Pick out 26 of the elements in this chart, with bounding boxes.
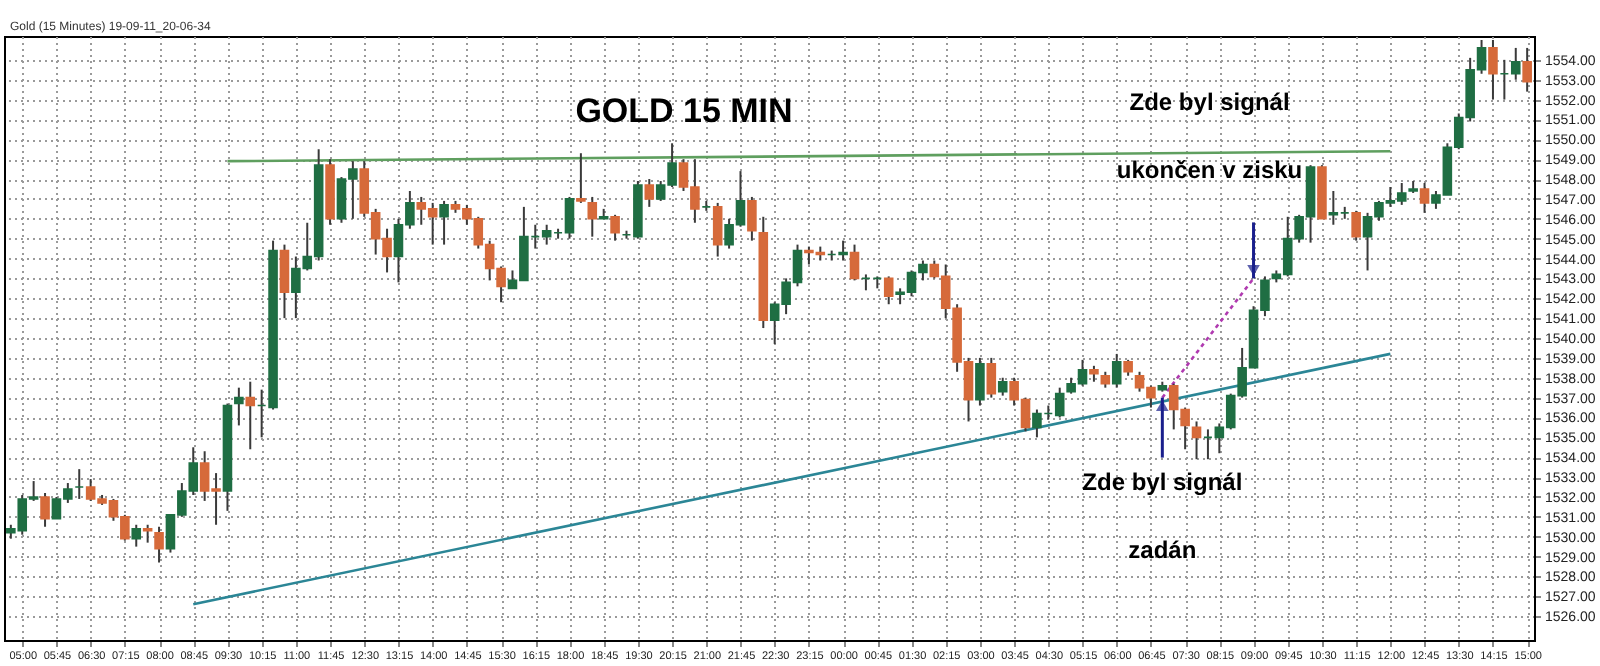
candlestick xyxy=(279,243,290,320)
candlestick xyxy=(1488,38,1498,101)
candlestick xyxy=(986,356,997,399)
candlestick xyxy=(1191,420,1202,461)
candlestick xyxy=(245,380,256,451)
candlestick xyxy=(849,243,860,282)
candlestick xyxy=(610,213,620,242)
text: GOLD 15 MIN xyxy=(575,92,793,130)
candlestick xyxy=(712,201,723,258)
candlestick xyxy=(131,523,142,548)
candlestick xyxy=(975,356,985,407)
candlestick xyxy=(40,491,50,528)
candlestick xyxy=(883,275,894,306)
candlestick xyxy=(439,199,449,246)
candlestick xyxy=(1351,209,1361,242)
candlestick xyxy=(747,195,757,242)
candlestick xyxy=(576,152,586,204)
candlestick xyxy=(587,195,598,238)
candlestick xyxy=(154,525,164,564)
text: Zde byl signál zadán xyxy=(1082,467,1243,564)
candlestick xyxy=(1419,182,1430,214)
candlestick xyxy=(234,386,244,427)
text: Zde byl signál ukončen v zisku xyxy=(1116,88,1303,185)
candlestick xyxy=(1522,46,1532,93)
candlestick xyxy=(644,178,655,208)
candlestick xyxy=(1111,352,1122,389)
